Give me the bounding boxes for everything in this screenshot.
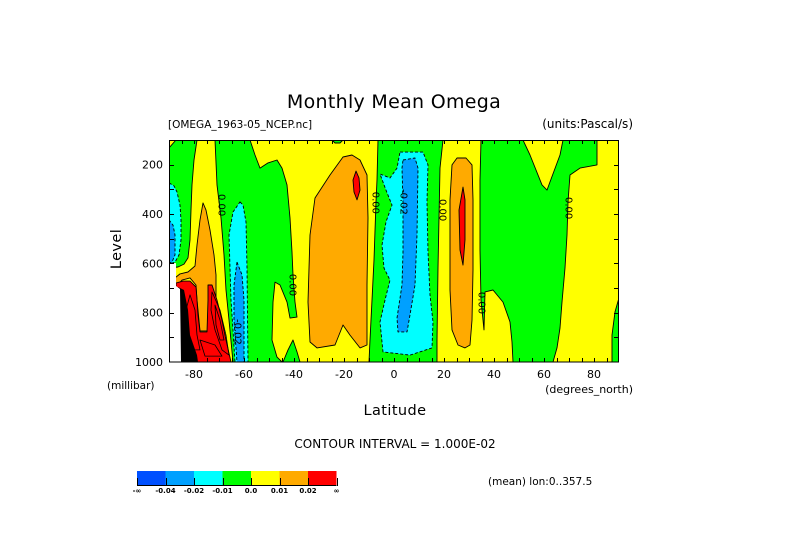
contour-line [185, 294, 201, 351]
contour-label: 0.00 [216, 194, 227, 216]
x-tick-label: 20 [437, 368, 451, 381]
colorbar-swatch-yellow [251, 471, 280, 485]
y-tick-label: 600 [142, 257, 163, 270]
contour-line [214, 304, 225, 341]
contour-label: -0.02 [232, 319, 243, 345]
contour-fill-orange [174, 202, 217, 332]
x-tick-label: -60 [235, 368, 253, 381]
colorbar-swatch-sky [165, 471, 194, 485]
colorbar-swatch-cyan [194, 471, 223, 485]
colorbar-label: 0.02 [299, 487, 316, 495]
x-axis-units: (degrees_north) [545, 383, 633, 396]
colorbar-label: ∞ [334, 487, 340, 495]
contour-fill-dense [178, 287, 198, 362]
contour-line-layer [185, 291, 230, 357]
x-tick-label: -80 [185, 368, 203, 381]
x-tick-label: 60 [537, 368, 551, 381]
contour-fill-red [458, 186, 466, 266]
y-tick-label: 200 [142, 159, 163, 172]
colorbar: -∞ -0.04 -0.02 -0.01 0.0 0.01 0.02 ∞ [133, 471, 340, 495]
contour-label: 0.00 [287, 274, 298, 296]
contour-fill-sky [169, 219, 176, 264]
colorbar-swatch-green [222, 471, 251, 485]
contour-label: 0.00 [563, 197, 574, 219]
colorbar-swatch-orange [279, 471, 308, 485]
contour-fill-green [479, 140, 598, 362]
x-tick-label: 40 [487, 368, 501, 381]
colorbar-label: -0.01 [212, 487, 232, 495]
y-tick-labels: 200 400 600 800 1000 [135, 159, 163, 369]
colorbar-label: 0.0 [245, 487, 258, 495]
contour-label: 0.00 [370, 192, 381, 214]
contour-interval-label: CONTOUR INTERVAL = 1.000E-02 [294, 437, 495, 451]
contour-line [199, 339, 223, 357]
contour-fill-green [282, 339, 301, 362]
contour-fill-sky [233, 261, 245, 362]
y-tick-label: 400 [142, 208, 163, 221]
colorbar-label: -0.02 [184, 487, 204, 495]
y-tick-label: 1000 [135, 356, 163, 369]
contour-label-layer: 0.00 0.00 -0.02 0.00 -0.02 0.00 0.00 0.00 [216, 189, 574, 345]
contour-fill-sky [396, 157, 419, 333]
x-tick-label: -40 [285, 368, 303, 381]
contour-fill-orange [307, 154, 369, 349]
mean-longitude-label: (mean) lon:0..357.5 [488, 476, 592, 488]
x-tick-label: -20 [335, 368, 353, 381]
contour-label: 0.00 [437, 199, 448, 221]
contour-line [210, 291, 230, 356]
x-tick-label: 0 [391, 368, 398, 381]
contour-label: 0.00 [476, 292, 487, 314]
contour-fill-layer [169, 140, 619, 362]
x-axis-title: Latitude [364, 403, 427, 419]
contour-label: -0.02 [398, 189, 409, 215]
x-tick-labels: -80 -60 -40 -20 0 20 40 60 80 [185, 368, 601, 381]
y-axis-units: (millibar) [107, 380, 155, 392]
y-tick-label: 800 [142, 307, 163, 320]
contour-fill-red [352, 170, 361, 201]
file-label: [OMEGA_1963-05_NCEP.nc] [168, 119, 312, 131]
colorbar-swatch-blue [137, 471, 166, 485]
colorbar-label: -∞ [133, 487, 142, 495]
chart-title: Monthly Mean Omega [287, 91, 501, 113]
y-axis-title: Level [109, 229, 125, 269]
units-label: (units:Pascal/s) [542, 117, 633, 131]
colorbar-label: -0.04 [155, 487, 175, 495]
colorbar-swatch-red [308, 471, 337, 485]
x-tick-label: 80 [587, 368, 601, 381]
axis-ticks [169, 140, 619, 362]
colorbar-label: 0.01 [271, 487, 288, 495]
